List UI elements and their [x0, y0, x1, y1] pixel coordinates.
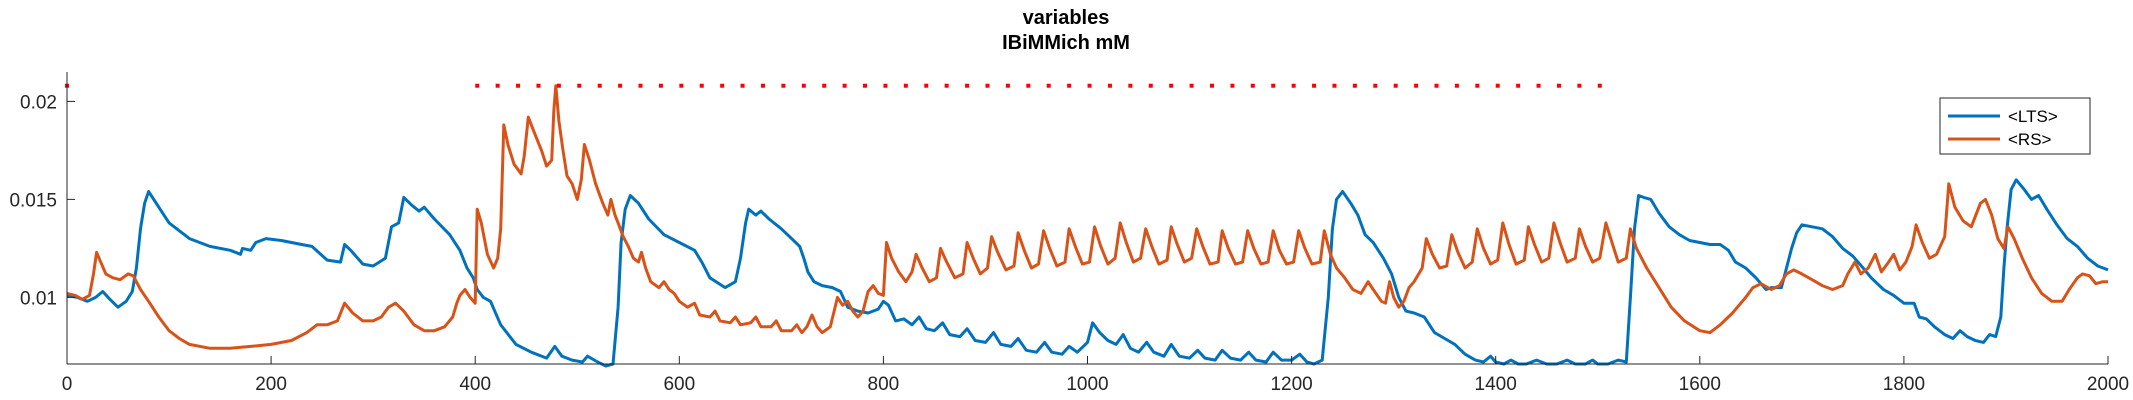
x-tick-label: 1400: [1475, 374, 1517, 395]
plot-area: 0 200 400 600 800 1000 1200 1400 1600 1800 2000 0.0…: [9, 72, 2129, 395]
event-marker: [597, 83, 602, 88]
event-marker: [1046, 83, 1051, 88]
event-marker: [1495, 83, 1500, 88]
event-marker: [1189, 83, 1194, 88]
legend-label-lts: <LTS>: [2008, 107, 2058, 126]
legend: <LTS> <RS>: [1939, 97, 2091, 155]
event-marker: [1434, 83, 1439, 88]
event-marker: [1577, 83, 1582, 88]
event-marker: [1087, 83, 1092, 88]
event-marker: [679, 83, 684, 88]
event-marker: [720, 83, 725, 88]
event-marker: [618, 83, 623, 88]
x-tick-label: 1800: [1883, 374, 1925, 395]
event-marker: [475, 83, 480, 88]
event-marker: [699, 83, 704, 88]
x-tick-label: 1200: [1270, 374, 1312, 395]
event-marker: [1454, 83, 1459, 88]
event-marker: [740, 83, 745, 88]
chart-subtitle: IBiMMich mM: [1002, 32, 1130, 54]
event-marker: [1169, 83, 1174, 88]
event-marker: [924, 83, 929, 88]
event-marker: [556, 83, 561, 88]
event-marker: [1210, 83, 1215, 88]
event-marker: [1128, 83, 1133, 88]
x-tick-label: 1000: [1066, 374, 1108, 395]
event-marker: [658, 83, 663, 88]
chart-title: variables: [1023, 7, 1110, 29]
y-tick-label: 0.02: [20, 92, 57, 113]
x-tick-label: 0: [62, 374, 73, 395]
event-marker: [801, 83, 806, 88]
y-tick-label: 0.015: [9, 190, 57, 211]
event-marker: [985, 83, 990, 88]
event-marker: [1005, 83, 1010, 88]
event-marker: [1067, 83, 1072, 88]
x-tick-label: 200: [255, 374, 287, 395]
x-tick-label: 600: [663, 374, 695, 395]
event-marker: [863, 83, 868, 88]
legend-label-rs: <RS>: [2008, 130, 2052, 149]
event-marker: [638, 83, 643, 88]
event-marker: [965, 83, 970, 88]
event-marker: [1312, 83, 1317, 88]
event-marker: [781, 83, 786, 88]
event-marker: [1107, 83, 1112, 88]
event-marker: [1475, 83, 1480, 88]
event-marker: [1393, 83, 1398, 88]
event-marker: [883, 83, 888, 88]
x-tick-label: 800: [868, 374, 900, 395]
event-marker: [495, 83, 500, 88]
x-tick-label: 1600: [1679, 374, 1721, 395]
event-marker: [760, 83, 765, 88]
event-marker: [1148, 83, 1153, 88]
event-marker: [944, 83, 949, 88]
event-marker: [1536, 83, 1541, 88]
event-marker: [1332, 83, 1337, 88]
event-marker: [1026, 83, 1031, 88]
event-marker: [536, 83, 541, 88]
series-line-rs: [66, 84, 2108, 350]
event-marker: [577, 83, 582, 88]
event-marker: [1516, 83, 1521, 88]
event-marker: [1597, 83, 1602, 88]
event-marker: [1230, 83, 1235, 88]
legend-box: [1939, 97, 2091, 155]
event-marker: [516, 83, 521, 88]
event-marker: [1556, 83, 1561, 88]
event-marker: [1352, 83, 1357, 88]
x-tick-label: 2000: [2087, 374, 2129, 395]
event-marker: [1250, 83, 1255, 88]
event-marker: [1291, 83, 1296, 88]
x-tick-label: 400: [459, 374, 491, 395]
event-marker: [903, 83, 908, 88]
event-marker: [842, 83, 847, 88]
event-marker: [1414, 83, 1419, 88]
y-tick-label: 0.01: [20, 288, 57, 309]
event-marker: [1271, 83, 1276, 88]
event-marker: [822, 83, 827, 88]
event-marker: [1373, 83, 1378, 88]
